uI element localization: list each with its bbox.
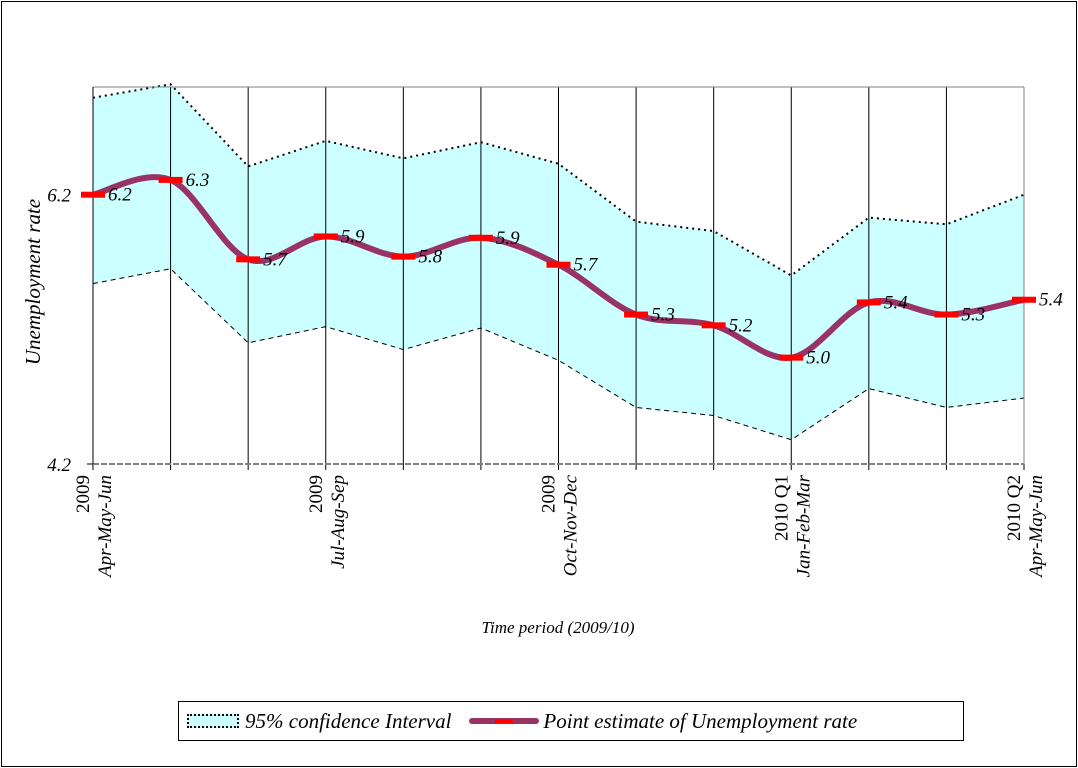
data-label-9: 5.0 <box>806 348 830 369</box>
point-marker-12 <box>1012 296 1036 303</box>
point-marker-6 <box>546 261 571 268</box>
data-label-1: 6.3 <box>186 170 210 191</box>
x-tick-label-12: 2010 Q2 Apr-May-Jun <box>1004 475 1047 579</box>
y-tick-label: 4.2 <box>47 455 71 476</box>
x-tick-line: 2010 Q1 <box>771 475 792 541</box>
data-label-6: 5.7 <box>574 255 599 276</box>
data-label-2: 5.7 <box>263 249 288 270</box>
data-label-12: 5.4 <box>1039 290 1063 311</box>
x-tick-label-0: 2009 Apr-May-Jun <box>73 475 116 579</box>
x-tick-line: Apr-May-Jun <box>1026 475 1047 579</box>
data-label-5: 5.9 <box>496 228 520 249</box>
data-label-8: 5.2 <box>729 315 753 336</box>
data-label-7: 5.3 <box>651 305 675 326</box>
x-tick-line: 2009 <box>306 475 327 513</box>
text-layer: 4.2 6.2 6.2 6.3 5.7 5.9 5.8 5.9 5.7 5.3 5.2 5.0 5.4 5… <box>47 170 1063 579</box>
point-marker-11 <box>934 311 959 318</box>
point-marker-10 <box>856 299 881 306</box>
series-layer <box>81 174 1036 361</box>
point-marker-5 <box>468 234 493 241</box>
y-axis-title: Unemployment rate <box>21 199 45 365</box>
data-label-3: 5.9 <box>341 226 365 247</box>
x-axis-title: Time period (2009/10) <box>482 618 635 637</box>
legend-ci-label: 95% confidence Interval <box>245 708 452 733</box>
x-tick-line: Jan-Feb-Mar <box>793 474 814 577</box>
y-tick-label: 6.2 <box>47 186 71 207</box>
grid-layer <box>92 87 1025 470</box>
x-tick-line: Apr-May-Jun <box>95 475 116 579</box>
x-tick-label-3: 2009 Jul-Aug-Sep <box>306 475 349 569</box>
data-label-0: 6.2 <box>108 185 132 206</box>
point-marker-0 <box>81 191 105 198</box>
point-marker-2 <box>236 256 261 263</box>
confidence-interval-swatch <box>187 714 239 728</box>
point-marker-9 <box>779 354 804 361</box>
point-marker-7 <box>624 311 649 318</box>
point-estimate-swatch <box>469 714 540 728</box>
x-tick-label-9: 2010 Q1 Jan-Feb-Mar <box>771 474 814 577</box>
x-tick-line: Oct-Nov-Dec <box>561 474 582 576</box>
axes-layer <box>87 86 1025 465</box>
x-tick-label-6: 2009 Oct-Nov-Dec <box>539 474 582 576</box>
x-tick-line: 2009 <box>539 475 560 513</box>
point-marker-4 <box>391 253 416 260</box>
point-marker-8 <box>701 322 726 329</box>
point-marker-1 <box>158 176 183 183</box>
x-tick-line: Jul-Aug-Sep <box>328 475 349 569</box>
legend-pe-label: Point estimate of Unemployment rate <box>543 708 858 733</box>
x-tick-line: 2009 <box>73 475 94 513</box>
data-label-10: 5.4 <box>884 292 908 313</box>
data-label-11: 5.3 <box>961 305 985 326</box>
point-marker-3 <box>313 233 338 240</box>
x-tick-line: 2010 Q2 <box>1004 475 1025 541</box>
legend: 95% confidence Interval Point estimate o… <box>178 701 964 741</box>
data-label-4: 5.8 <box>418 247 442 268</box>
